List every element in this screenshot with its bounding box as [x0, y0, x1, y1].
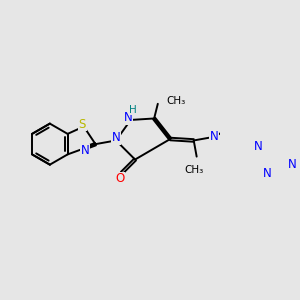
Text: O: O — [115, 172, 124, 185]
Text: H: H — [129, 105, 137, 115]
Text: N: N — [124, 111, 133, 124]
Text: N: N — [263, 167, 272, 180]
Text: N: N — [81, 144, 90, 157]
Text: N: N — [254, 140, 263, 153]
Text: N: N — [112, 131, 120, 144]
Text: S: S — [79, 118, 86, 131]
Text: N: N — [288, 158, 297, 171]
Text: CH₃: CH₃ — [167, 96, 186, 106]
Text: CH₃: CH₃ — [184, 165, 203, 176]
Text: N: N — [210, 130, 219, 143]
